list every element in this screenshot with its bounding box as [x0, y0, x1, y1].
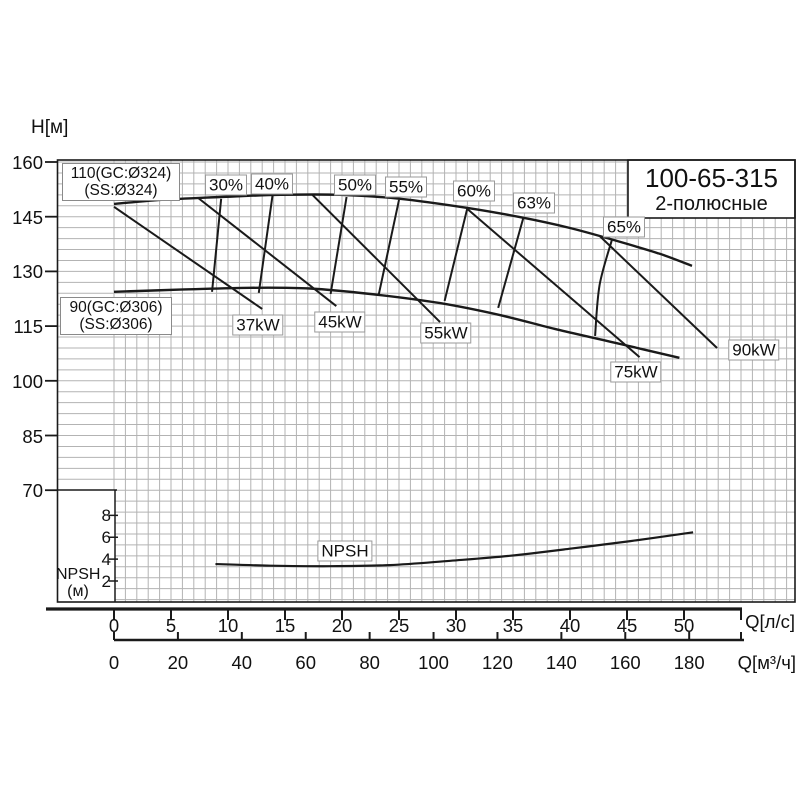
- power-label-90kW: 90kW: [728, 339, 780, 361]
- efficiency-line-50pct: [329, 196, 348, 295]
- head-tick-label: 100: [12, 370, 43, 392]
- impeller-110-line2: (SS:Ø324): [84, 182, 158, 199]
- flow-m3h-tick-label: 0: [108, 652, 120, 673]
- power-line-90kW: [598, 235, 718, 349]
- efficiency-label-63pct: 63%: [512, 192, 556, 214]
- flow-ls-tick-label: 20: [331, 615, 353, 636]
- head-tick-label: 160: [12, 152, 43, 173]
- npsh-tick-label: 8: [101, 506, 111, 526]
- model-box-frame: [627, 159, 796, 219]
- flow-ls-tick-label: 0: [108, 615, 120, 636]
- efficiency-label-50pct: 50%: [333, 174, 377, 196]
- efficiency-label-65pct: 65%: [602, 216, 646, 238]
- npsh-axis-label: NPSH: [56, 566, 101, 583]
- head-curve-110: [113, 193, 693, 268]
- head-tick-label: 130: [12, 261, 43, 283]
- flow-ls-tick-label: 50: [673, 615, 695, 636]
- efficiency-label-55pct: 55%: [384, 176, 428, 198]
- model-number: 100-65-315: [645, 162, 778, 193]
- impeller-90-label: 90(GC:Ø306) (SS:Ø306): [60, 297, 172, 335]
- model-poles: 2-полюсные: [655, 192, 768, 215]
- flow-ls-tick-label: 30: [445, 615, 467, 636]
- npsh-tick-label: 4: [101, 550, 111, 570]
- efficiency-line-63pct: [497, 217, 525, 309]
- head-axis-label: H[м]: [31, 117, 69, 138]
- npsh-curve-label: NPSH: [317, 540, 373, 562]
- flow-ls-tick-label: 15: [274, 615, 296, 636]
- npsh-axis-unit: (м): [67, 583, 89, 600]
- npsh-tick-label: 6: [101, 528, 111, 548]
- head-tick-label: 85: [22, 425, 43, 447]
- npsh-curve: [215, 531, 694, 568]
- flow-ls-tick-label: 10: [217, 615, 239, 636]
- impeller-110-line1: 110(GC:Ø324): [70, 165, 172, 182]
- efficiency-line-65pct: [594, 238, 614, 336]
- power-line-45kW: [197, 197, 337, 307]
- flow-m3h-tick-label: 180: [673, 652, 705, 673]
- efficiency-line-40pct: [257, 195, 274, 294]
- flow-m3h-tick-label: 60: [295, 652, 317, 673]
- flow-ls-tick-label: 5: [165, 615, 177, 636]
- power-label-37kW: 37kW: [232, 314, 284, 336]
- efficiency-label-30pct: 30%: [204, 174, 248, 196]
- flow-ls-tick-label: 45: [616, 615, 638, 636]
- flow-ls-axis-label: Q[л/с]: [745, 611, 795, 632]
- flow-m3h-tick-label: 20: [167, 652, 189, 673]
- flow-m3h-tick-label: 160: [609, 652, 641, 673]
- power-line-55kW: [311, 194, 441, 323]
- flow-m3h-tick-label: 140: [545, 652, 577, 673]
- npsh-inset-bg: [57, 490, 115, 602]
- flow-ls-tick-label: 35: [502, 615, 524, 636]
- efficiency-label-60pct: 60%: [452, 180, 496, 202]
- head-tick-label: 115: [13, 316, 44, 338]
- efficiency-line-60pct: [443, 207, 469, 302]
- flow-m3h-tick-label: 100: [418, 652, 449, 673]
- flow-m3h-tick-label: 120: [482, 652, 513, 673]
- head-tick-label: 70: [22, 480, 43, 502]
- impeller-90-line1: 90(GC:Ø306): [69, 299, 163, 316]
- head-tick-label: 145: [12, 206, 43, 228]
- power-line-37kW: [113, 206, 263, 310]
- efficiency-label-40pct: 40%: [250, 173, 294, 195]
- impeller-110-label: 110(GC:Ø324) (SS:Ø324): [62, 163, 180, 201]
- flow-ls-tick-label: 25: [388, 615, 410, 636]
- head-curve-90: [113, 286, 680, 359]
- efficiency-line-55pct: [377, 199, 400, 297]
- model-title-box: 100-65-315 2-полюсные: [628, 160, 795, 218]
- impeller-90-line2: (SS:Ø306): [79, 316, 153, 333]
- flow-m3h-tick-label: 40: [231, 652, 253, 673]
- power-label-45kW: 45kW: [314, 311, 366, 333]
- flow-m3h-tick-label: 80: [359, 652, 380, 673]
- npsh-tick-label: 2: [101, 572, 111, 591]
- flow-m3h-axis-label: Q[м³/ч]: [737, 652, 796, 673]
- power-label-75kW: 75kW: [610, 361, 662, 383]
- power-label-55kW: 55kW: [420, 322, 472, 344]
- flow-ls-tick-label: 40: [559, 615, 581, 636]
- power-line-75kW: [466, 208, 641, 358]
